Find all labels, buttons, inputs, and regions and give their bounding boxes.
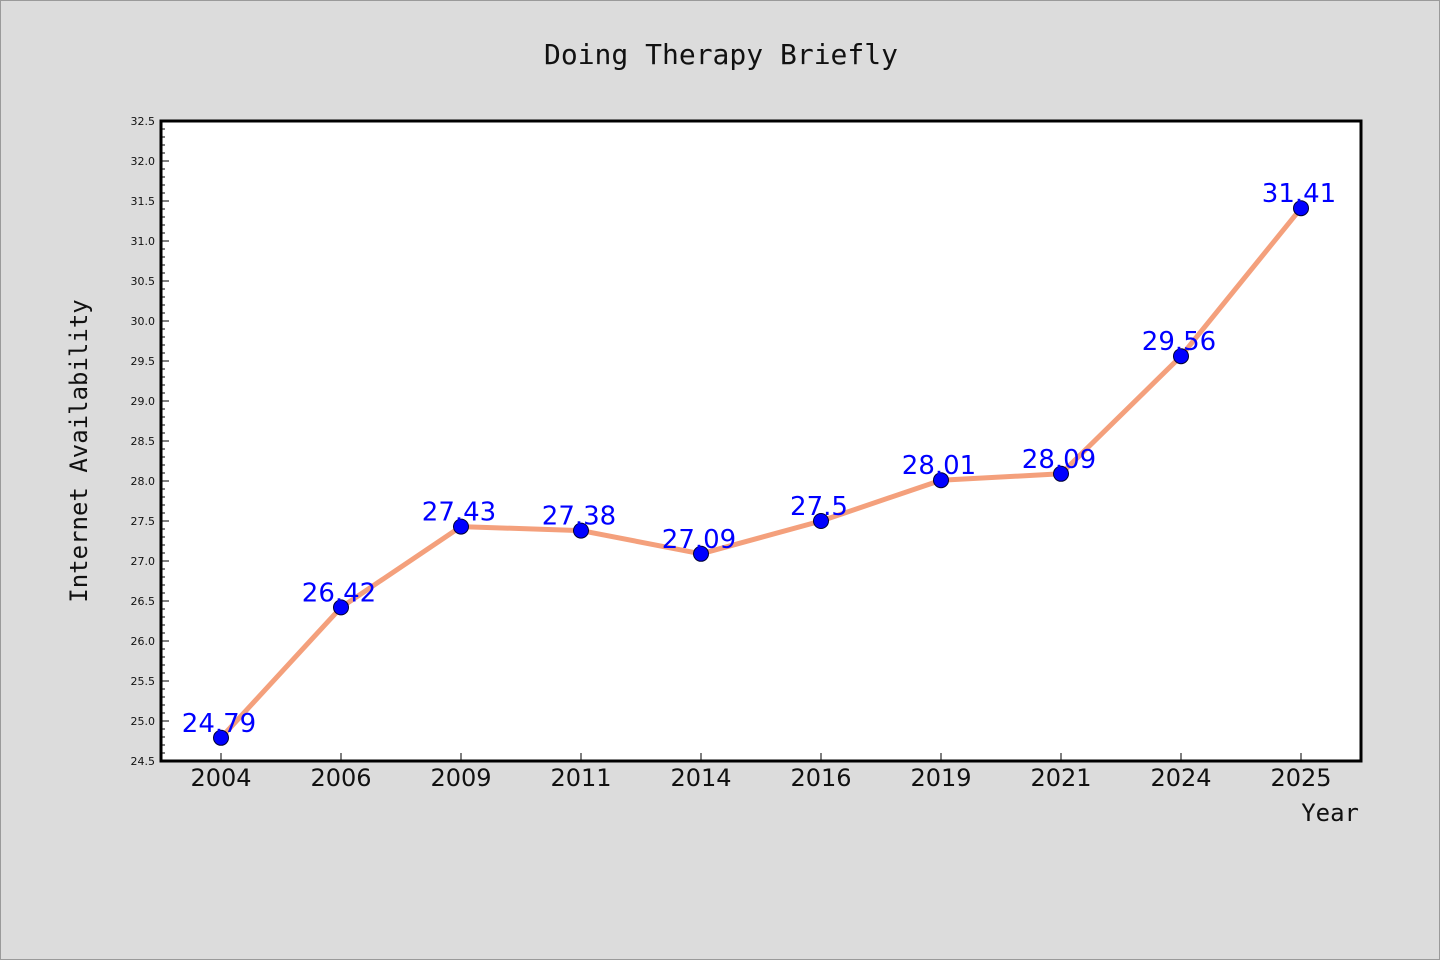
y-tick-label: 26.5 [131, 595, 156, 608]
y-tick-label: 25.0 [131, 715, 156, 728]
y-tick-label: 28.0 [131, 475, 156, 488]
x-tick-label: 2025 [1270, 764, 1331, 792]
x-tick-label: 2011 [550, 764, 611, 792]
data-point [813, 513, 829, 529]
data-point [1173, 348, 1189, 365]
y-tick-label: 31.0 [131, 235, 156, 248]
x-tick-label: 2024 [1150, 764, 1211, 792]
y-tick-label: 28.5 [131, 435, 156, 448]
y-tick-label: 29.5 [131, 355, 156, 368]
data-point [453, 518, 469, 535]
data-label: 27.43 [422, 498, 496, 528]
data-point [1053, 465, 1069, 482]
x-tick-label: 2009 [430, 764, 491, 792]
x-axis-label: Year [1301, 799, 1359, 827]
data-point [333, 599, 349, 616]
y-axis-label: Internet Availability [65, 299, 93, 602]
x-tick-label: 2019 [910, 764, 971, 792]
data-point [933, 472, 949, 489]
y-tick-label: 24.5 [131, 755, 156, 768]
plot-area [159, 119, 1363, 763]
data-label: 26.42 [302, 578, 376, 608]
data-point [213, 729, 229, 746]
data-labels: 24.79 26.42 27.43 27.38 27.09 27.5 28.01 28.09 2… [182, 179, 1336, 739]
data-label: 27.5 [790, 492, 848, 522]
y-tick-label: 29.0 [131, 395, 156, 408]
data-label: 28.09 [1022, 445, 1096, 475]
data-label: 31.41 [1262, 179, 1336, 209]
data-label: 28.01 [902, 451, 976, 481]
x-tick-label: 2021 [1030, 764, 1091, 792]
y-tick-label: 32.5 [131, 115, 156, 128]
y-axis-ticks: 24.5 25.0 25.5 26.0 26.5 27.0 27.5 28.0 28.5 29.0… [131, 115, 169, 768]
x-tick-label: 2004 [190, 764, 251, 792]
data-label: 24.79 [182, 709, 256, 739]
x-tick-label: 2014 [670, 764, 731, 792]
y-tick-label: 31.5 [131, 195, 156, 208]
data-label: 27.38 [542, 502, 616, 532]
y-tick-label: 26.0 [131, 635, 156, 648]
data-point-markers [213, 200, 1309, 746]
series-line [218, 205, 1304, 741]
data-label: 27.09 [662, 525, 736, 555]
x-tick-label: 2006 [310, 764, 371, 792]
chart-title: Doing Therapy Briefly [544, 38, 898, 71]
y-tick-label: 25.5 [131, 675, 156, 688]
y-tick-label: 32.0 [131, 155, 156, 168]
y-tick-label: 30.5 [131, 275, 156, 288]
data-point [1293, 200, 1309, 217]
y-tick-label: 27.5 [131, 515, 156, 528]
x-tick-label: 2016 [790, 764, 851, 792]
y-tick-label: 27.0 [131, 555, 156, 568]
y-tick-label: 30.0 [131, 315, 156, 328]
data-label: 29.56 [1142, 327, 1216, 357]
data-point [573, 522, 589, 539]
data-point [693, 545, 709, 562]
series-line-group [218, 205, 1304, 741]
x-axis-ticks: 2004 2006 2009 2011 2014 2016 2019 2021 2024 2025 [190, 753, 1332, 792]
